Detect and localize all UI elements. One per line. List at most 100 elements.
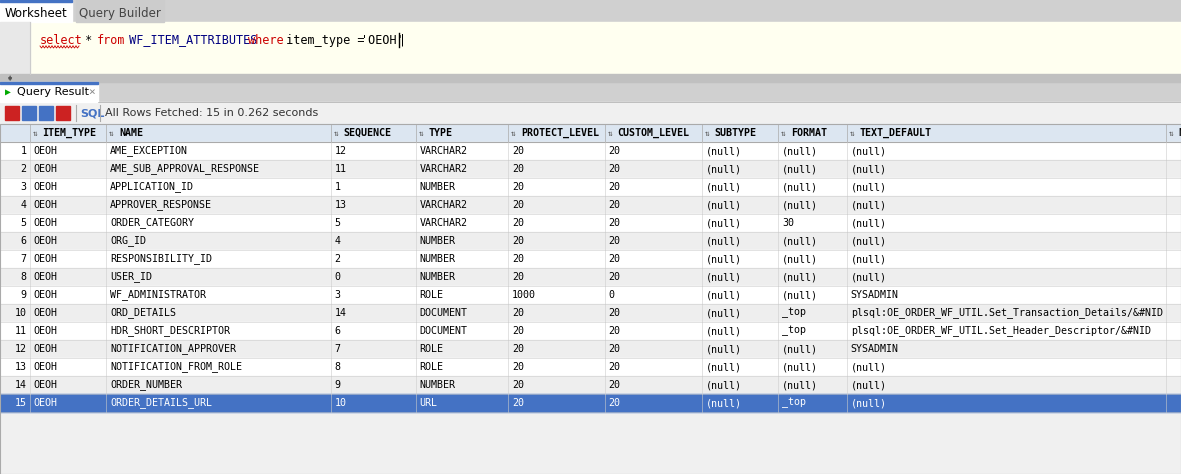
- Text: 12: 12: [334, 146, 347, 156]
- Text: 20: 20: [511, 236, 524, 246]
- Text: OEOH: OEOH: [33, 272, 58, 282]
- Text: item_type =: item_type =: [280, 34, 372, 46]
- Text: (null): (null): [782, 200, 818, 210]
- Text: _top: _top: [782, 308, 807, 318]
- Text: (null): (null): [705, 344, 742, 354]
- Text: 20: 20: [511, 398, 524, 408]
- Bar: [76, 0, 164, 22]
- Text: (null): (null): [850, 200, 887, 210]
- Text: from: from: [97, 34, 125, 46]
- Text: OEOH: OEOH: [33, 362, 58, 372]
- Bar: [0, 322, 1181, 340]
- Bar: [0, 160, 1181, 178]
- Bar: [0, 124, 1181, 474]
- Text: WF_ADMINISTRATOR: WF_ADMINISTRATOR: [110, 290, 207, 301]
- Bar: [0, 340, 1181, 358]
- Bar: [0, 82, 1181, 102]
- Text: 20: 20: [608, 200, 621, 210]
- Text: AME_EXCEPTION: AME_EXCEPTION: [110, 146, 188, 156]
- Text: 20: 20: [608, 218, 621, 228]
- Text: 10: 10: [334, 398, 347, 408]
- Text: USER_ID: USER_ID: [110, 272, 152, 283]
- Text: 20: 20: [608, 326, 621, 336]
- Text: (null): (null): [782, 146, 818, 156]
- Text: 13: 13: [334, 200, 347, 210]
- Text: 20: 20: [608, 344, 621, 354]
- Text: 14: 14: [14, 380, 26, 390]
- Text: OEOH: OEOH: [33, 254, 58, 264]
- Text: (null): (null): [782, 380, 818, 390]
- Bar: [0, 0, 1181, 22]
- Bar: [39, 106, 53, 120]
- Text: ▶: ▶: [5, 87, 11, 97]
- Text: ⇅: ⇅: [705, 128, 709, 137]
- Text: 20: 20: [511, 326, 524, 336]
- Text: OEOH: OEOH: [33, 218, 58, 228]
- Text: AME_SUB_APPROVAL_RESPONSE: AME_SUB_APPROVAL_RESPONSE: [110, 164, 260, 174]
- Text: 20: 20: [608, 362, 621, 372]
- Text: SYSADMIN: SYSADMIN: [850, 290, 899, 300]
- Text: 20: 20: [608, 236, 621, 246]
- Text: OEOH: OEOH: [33, 398, 58, 408]
- Text: (null): (null): [705, 326, 742, 336]
- Text: ▲: ▲: [8, 75, 12, 81]
- Text: ⇅: ⇅: [1169, 128, 1173, 137]
- Text: 20: 20: [511, 272, 524, 282]
- Text: (null): (null): [850, 164, 887, 174]
- Text: 20: 20: [511, 146, 524, 156]
- Text: ⇅: ⇅: [511, 128, 515, 137]
- Text: (null): (null): [782, 272, 818, 282]
- Text: Query Result: Query Result: [17, 87, 89, 97]
- Text: 11: 11: [14, 326, 26, 336]
- Text: ⇅: ⇅: [110, 128, 113, 137]
- Text: ORDER_CATEGORY: ORDER_CATEGORY: [110, 218, 195, 228]
- Text: ⇅: ⇅: [608, 128, 612, 137]
- Text: TYPE: TYPE: [429, 128, 452, 138]
- Text: 20: 20: [608, 380, 621, 390]
- Text: CUSTOM_LEVEL: CUSTOM_LEVEL: [618, 128, 690, 138]
- Bar: [0, 232, 1181, 250]
- Text: APPLICATION_ID: APPLICATION_ID: [110, 182, 195, 192]
- Text: (null): (null): [782, 362, 818, 372]
- Text: OEOH: OEOH: [33, 200, 58, 210]
- Text: 20: 20: [511, 200, 524, 210]
- Text: ROLE: ROLE: [419, 344, 444, 354]
- Bar: [0, 102, 1181, 124]
- Text: (null): (null): [850, 380, 887, 390]
- Bar: [0, 178, 1181, 196]
- Text: 20: 20: [511, 254, 524, 264]
- Text: NUMBER: NUMBER: [419, 236, 456, 246]
- Bar: [0, 214, 1181, 232]
- Bar: [0, 0, 72, 2]
- Text: 2: 2: [334, 254, 340, 264]
- Text: ROLE: ROLE: [419, 290, 444, 300]
- Text: (null): (null): [782, 254, 818, 264]
- Text: (null): (null): [782, 182, 818, 192]
- Text: 12: 12: [14, 344, 26, 354]
- Text: SQL: SQL: [80, 108, 104, 118]
- Text: NAME: NAME: [119, 128, 143, 138]
- Text: 20: 20: [511, 164, 524, 174]
- Text: 5: 5: [334, 218, 340, 228]
- Text: ⇅: ⇅: [334, 128, 338, 137]
- Text: 1: 1: [334, 182, 340, 192]
- Bar: [0, 394, 1181, 412]
- Bar: [56, 106, 70, 120]
- Bar: [0, 74, 1181, 82]
- Text: ROLE: ROLE: [419, 362, 444, 372]
- Text: DOCUMENT: DOCUMENT: [419, 326, 468, 336]
- Text: (null): (null): [705, 272, 742, 282]
- Bar: [0, 250, 1181, 268]
- Text: 1: 1: [20, 146, 26, 156]
- Text: Query Builder: Query Builder: [79, 7, 161, 19]
- Bar: [0, 268, 1181, 286]
- Text: 20: 20: [608, 398, 621, 408]
- Bar: [5, 106, 19, 120]
- Text: APPROVER_RESPONSE: APPROVER_RESPONSE: [110, 200, 213, 210]
- Text: 7: 7: [334, 344, 340, 354]
- Text: OEOH: OEOH: [33, 290, 58, 300]
- Text: (null): (null): [705, 290, 742, 300]
- Text: 14: 14: [334, 308, 347, 318]
- Text: VARCHAR2: VARCHAR2: [419, 146, 468, 156]
- Bar: [0, 0, 72, 22]
